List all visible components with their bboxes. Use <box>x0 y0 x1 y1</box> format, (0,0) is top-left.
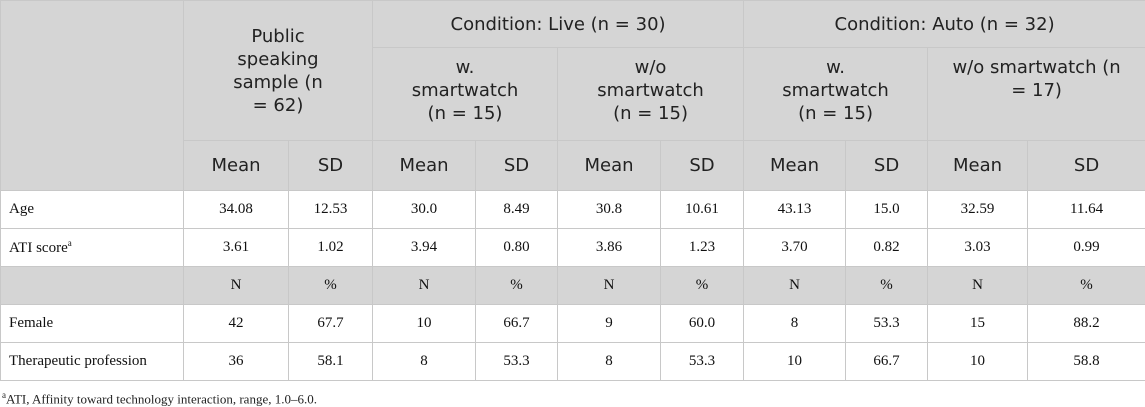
cell: 8 <box>744 305 846 343</box>
cell: 36 <box>184 343 289 381</box>
cell: 60.0 <box>661 305 744 343</box>
cell: 12.53 <box>289 191 373 229</box>
cell: N <box>558 267 661 305</box>
cell: 8 <box>558 343 661 381</box>
cell: 0.82 <box>846 229 928 267</box>
cell: 67.7 <box>289 305 373 343</box>
stat-header: SD <box>661 141 744 191</box>
group-header: Condition: Live (n = 30) <box>373 1 744 48</box>
cell: % <box>289 267 373 305</box>
stat-header: SD <box>846 141 928 191</box>
subgroup-header: w. smartwatch (n = 15) <box>373 48 558 141</box>
cell: 0.80 <box>476 229 558 267</box>
cell: % <box>1028 267 1145 305</box>
cell: 8 <box>373 343 476 381</box>
cell: 3.94 <box>373 229 476 267</box>
group-header: Condition: Auto (n = 32) <box>744 1 1145 48</box>
cell: N <box>744 267 846 305</box>
stat-header: SD <box>289 141 373 191</box>
cell: 3.03 <box>928 229 1028 267</box>
cell: 15.0 <box>846 191 928 229</box>
cell: 3.86 <box>558 229 661 267</box>
cell: 10 <box>744 343 846 381</box>
table-row: N%N%N%N%N% <box>1 267 1145 305</box>
row-label <box>1 267 184 305</box>
cell: 58.1 <box>289 343 373 381</box>
cell: 32.59 <box>928 191 1028 229</box>
data-table: Public speaking sample (n = 62)Condition… <box>0 0 1145 381</box>
cell: % <box>846 267 928 305</box>
cell: % <box>661 267 744 305</box>
cell: % <box>476 267 558 305</box>
cell: 42 <box>184 305 289 343</box>
cell: 53.3 <box>476 343 558 381</box>
cell: 1.02 <box>289 229 373 267</box>
cell: 34.08 <box>184 191 289 229</box>
stat-header: Mean <box>373 141 476 191</box>
cell: 30.8 <box>558 191 661 229</box>
cell: 10.61 <box>661 191 744 229</box>
row-label: Therapeutic profession <box>1 343 184 381</box>
cell: 58.8 <box>1028 343 1145 381</box>
group-header: Public speaking sample (n = 62) <box>184 1 373 141</box>
cell: 66.7 <box>476 305 558 343</box>
cell: N <box>928 267 1028 305</box>
cell: N <box>184 267 289 305</box>
subgroup-header: w/o smartwatch (n = 15) <box>558 48 744 141</box>
stat-header: SD <box>476 141 558 191</box>
header-row: Public speaking sample (n = 62)Condition… <box>1 1 1145 48</box>
corner-cell <box>1 1 184 191</box>
stat-header: Mean <box>558 141 661 191</box>
cell: 11.64 <box>1028 191 1145 229</box>
cell: 53.3 <box>846 305 928 343</box>
table-header: Public speaking sample (n = 62)Condition… <box>1 1 1145 191</box>
cell: 3.61 <box>184 229 289 267</box>
cell: 43.13 <box>744 191 846 229</box>
cell: 8.49 <box>476 191 558 229</box>
cell: N <box>373 267 476 305</box>
cell: 3.70 <box>744 229 846 267</box>
cell: 10 <box>373 305 476 343</box>
subgroup-header: w. smartwatch (n = 15) <box>744 48 928 141</box>
stat-header: Mean <box>184 141 289 191</box>
footnote-text: ATI, Affinity toward technology interact… <box>6 391 317 406</box>
subgroup-header: w/o smartwatch (n = 17) <box>928 48 1145 141</box>
row-label: Age <box>1 191 184 229</box>
cell: 9 <box>558 305 661 343</box>
stat-header: Mean <box>928 141 1028 191</box>
stat-header: Mean <box>744 141 846 191</box>
cell: 30.0 <box>373 191 476 229</box>
cell: 1.23 <box>661 229 744 267</box>
cell: 0.99 <box>1028 229 1145 267</box>
note-marker: a <box>68 238 72 248</box>
cell: 10 <box>928 343 1028 381</box>
cell: 53.3 <box>661 343 744 381</box>
row-label: ATI scorea <box>1 229 184 267</box>
cell: 66.7 <box>846 343 928 381</box>
row-label: Female <box>1 305 184 343</box>
stat-header: SD <box>1028 141 1145 191</box>
cell: 15 <box>928 305 1028 343</box>
cell: 88.2 <box>1028 305 1145 343</box>
footnote: aATI, Affinity toward technology interac… <box>0 390 1145 407</box>
